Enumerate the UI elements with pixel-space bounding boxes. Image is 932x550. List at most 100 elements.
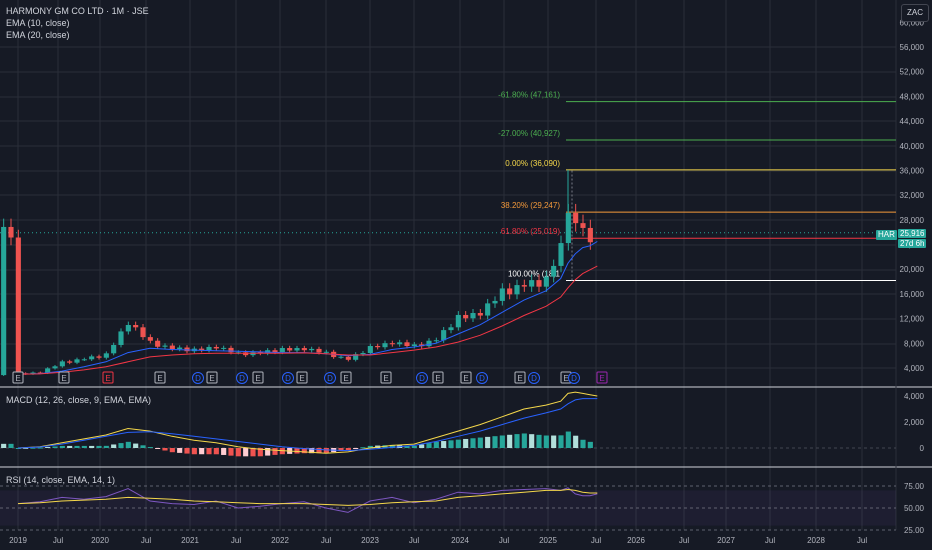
ema20-legend[interactable]: EMA (20, close) bbox=[6, 30, 70, 40]
candle-body bbox=[485, 303, 491, 316]
earnings-marker-label: E bbox=[299, 374, 304, 383]
symbol-tag: HAR bbox=[876, 230, 897, 240]
time-tick-label: 2019 bbox=[9, 536, 27, 545]
macd-histogram-bar bbox=[587, 441, 593, 448]
price-tick-label: 40,000 bbox=[900, 142, 925, 151]
candle-body bbox=[15, 237, 21, 374]
price-tick-label: 20,000 bbox=[900, 265, 925, 274]
macd-histogram-bar bbox=[15, 447, 21, 449]
earnings-marker bbox=[102, 371, 114, 384]
time-tick-label: 2025 bbox=[539, 536, 557, 545]
time-tick-label: 2024 bbox=[451, 536, 469, 545]
earnings-marker-label: E bbox=[463, 374, 468, 383]
candle-body bbox=[448, 327, 454, 331]
candle-body bbox=[404, 342, 410, 347]
macd-histogram-bar bbox=[404, 445, 410, 448]
macd-histogram-bar bbox=[155, 448, 161, 449]
macd-histogram-bar bbox=[499, 435, 505, 448]
macd-histogram-bar bbox=[140, 445, 146, 448]
macd-histogram-bar bbox=[147, 447, 153, 449]
candle-body bbox=[382, 343, 388, 348]
dividend-marker bbox=[568, 372, 580, 384]
dividend-marker bbox=[282, 372, 294, 384]
macd-histogram-bar bbox=[551, 435, 557, 448]
candle-body bbox=[74, 359, 80, 363]
candle-body bbox=[30, 372, 36, 374]
time-tick-label: Jul bbox=[499, 536, 509, 545]
candle-body bbox=[433, 340, 439, 342]
symbol-title[interactable]: HARMONY GM CO LTD · 1M · JSE bbox=[6, 6, 149, 16]
macd-histogram-bar bbox=[492, 436, 498, 448]
macd-histogram-bar bbox=[1, 443, 7, 448]
candle-body bbox=[81, 359, 87, 361]
fibonacci-retracement[interactable]: -61.80% (47,161) -27.00% (40,927) 0.00% (3… bbox=[498, 91, 896, 281]
earnings-marker bbox=[58, 371, 70, 384]
macd-histogram-bar bbox=[23, 447, 29, 449]
candle-body bbox=[301, 348, 307, 351]
macd-histogram-bar bbox=[558, 435, 564, 448]
macd-histogram-bar bbox=[463, 438, 469, 448]
candle-body bbox=[184, 347, 190, 352]
dividend-marker bbox=[236, 372, 248, 384]
macd-histogram-bar bbox=[206, 448, 212, 455]
candle-body bbox=[206, 346, 212, 351]
last-price-tag: 25,916 bbox=[898, 229, 927, 238]
candle-body bbox=[360, 353, 366, 355]
candle-body bbox=[558, 243, 564, 266]
legend: HARMONY GM CO LTD · 1M · JSE EMA (10, cl… bbox=[6, 5, 149, 41]
price-tick-label: 44,000 bbox=[900, 117, 925, 126]
rsi-tick-label: 25.00 bbox=[904, 526, 925, 535]
rsi-legend[interactable]: RSI (14, close, EMA, 14, 1) bbox=[6, 475, 116, 485]
candle-body bbox=[67, 361, 73, 363]
macd-histogram-bar bbox=[565, 431, 571, 448]
currency-button[interactable]: ZAC bbox=[901, 4, 929, 22]
price-tick-label: 12,000 bbox=[900, 315, 925, 324]
earnings-marker bbox=[206, 371, 218, 384]
candle-body bbox=[367, 346, 373, 354]
candle-body bbox=[411, 344, 417, 347]
macd-histogram-bar bbox=[191, 448, 197, 455]
dividend-marker bbox=[476, 372, 488, 384]
time-tick-label: 2020 bbox=[91, 536, 109, 545]
candle-body bbox=[118, 331, 124, 345]
price-tick-label: 52,000 bbox=[900, 68, 925, 77]
candle-body bbox=[199, 348, 205, 351]
dividend-marker bbox=[416, 372, 428, 384]
candle-body bbox=[177, 347, 183, 350]
macd-tick-label: 4,000 bbox=[904, 392, 925, 401]
macd-histogram-bar bbox=[74, 445, 80, 448]
macd-histogram-bar bbox=[353, 448, 359, 449]
dividend-marker-label: D bbox=[531, 374, 537, 383]
ema20-line bbox=[17, 265, 598, 375]
macd-histogram-bar bbox=[81, 445, 87, 448]
time-tick-label: Jul bbox=[409, 536, 419, 545]
dividend-marker bbox=[192, 372, 204, 384]
earnings-marker-label: E bbox=[157, 374, 162, 383]
candle-body bbox=[338, 356, 344, 358]
candle-body bbox=[426, 340, 432, 347]
candle-body bbox=[580, 223, 586, 228]
candle-body bbox=[529, 280, 535, 287]
time-tick-label: 2022 bbox=[271, 536, 289, 545]
candle-body bbox=[587, 227, 593, 243]
earnings-marker bbox=[296, 371, 308, 384]
axes: 60,000 56,000 52,000 48,000 44,000 40,000 36,0… bbox=[9, 18, 924, 545]
fib-level-label: 38.20% (29,247) bbox=[501, 201, 560, 210]
macd-histogram-bar bbox=[37, 447, 43, 449]
macd-histogram-bar bbox=[133, 443, 139, 448]
earnings-marker-label: E bbox=[15, 374, 20, 383]
macd-histogram-bar bbox=[477, 437, 483, 448]
macd-legend[interactable]: MACD (12, 26, close, 9, EMA, EMA) bbox=[6, 395, 152, 405]
macd-histogram-bar bbox=[235, 448, 241, 457]
candle-body bbox=[507, 288, 513, 295]
time-tick-label: Jul bbox=[765, 536, 775, 545]
candle-body bbox=[52, 366, 58, 369]
earnings-marker bbox=[12, 371, 24, 384]
dividend-marker-label: D bbox=[479, 374, 485, 383]
earnings-marker-label: E bbox=[209, 374, 214, 383]
earnings-marker bbox=[154, 371, 166, 384]
ema10-legend[interactable]: EMA (10, close) bbox=[6, 18, 70, 28]
time-tick-label: Jul bbox=[679, 536, 689, 545]
